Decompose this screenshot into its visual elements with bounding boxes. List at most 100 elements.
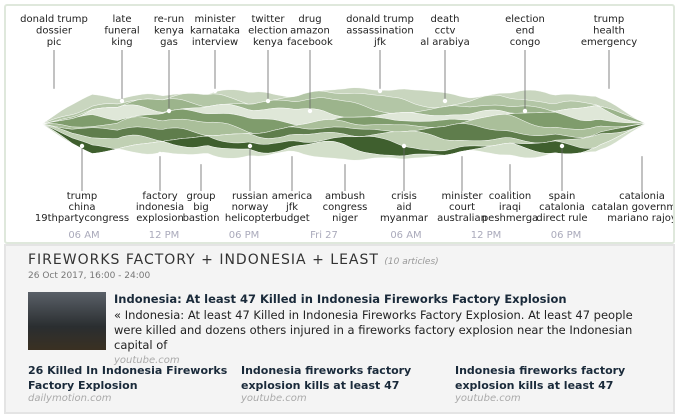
topic-label[interactable]: coalition <box>489 191 531 202</box>
leader-dot <box>308 109 312 113</box>
topic-label[interactable]: trump <box>594 14 624 25</box>
topic-label[interactable]: re-run <box>154 14 184 25</box>
topic-label[interactable]: indonesia <box>136 202 184 213</box>
topic-label[interactable]: kenya <box>154 26 184 37</box>
article-title[interactable]: 26 Killed In Indonesia Fireworks Factory… <box>28 363 233 393</box>
topic-label[interactable]: catalonia <box>619 191 665 202</box>
topic-label[interactable]: court <box>449 202 475 213</box>
topic-label[interactable]: spain <box>549 191 576 202</box>
panel-title: FIREWORKS FACTORY + INDONESIA + LEAST (1… <box>28 252 439 268</box>
topic-label[interactable]: donald trump <box>20 14 88 25</box>
topic-label[interactable]: twitter <box>252 14 286 25</box>
article: 26 Killed In Indonesia Fireworks Factory… <box>28 363 233 404</box>
topic-label[interactable]: jfk <box>285 202 298 213</box>
article-count: (10 articles) <box>384 257 438 267</box>
topic-label[interactable]: iraqi <box>499 202 521 213</box>
topic-label[interactable]: donald trump <box>346 14 414 25</box>
topic-label[interactable]: america <box>272 191 313 202</box>
topic-label[interactable]: trump <box>67 191 97 202</box>
topic-label[interactable]: big <box>193 202 208 213</box>
topic-label[interactable]: death <box>431 14 460 25</box>
topic-label[interactable]: china <box>68 202 95 213</box>
topic-label[interactable]: end <box>516 26 535 37</box>
topic-label[interactable]: funeral <box>104 26 139 37</box>
leader-dot <box>120 99 124 103</box>
topic-label[interactable]: election <box>248 26 288 37</box>
topic-label[interactable]: australian <box>437 213 487 224</box>
topic-label[interactable]: mariano rajoy <box>607 213 673 224</box>
source[interactable]: youtube.com <box>455 393 660 404</box>
topic-label[interactable]: helicopter <box>225 213 276 224</box>
topic-label[interactable]: norway <box>232 202 269 213</box>
topic-label[interactable]: crisis <box>391 191 417 202</box>
leader-dot <box>199 160 203 164</box>
article-panel: FIREWORKS FACTORY + INDONESIA + LEAST (1… <box>4 244 675 414</box>
topic-label[interactable]: minister <box>441 191 483 202</box>
topic-label[interactable]: jfk <box>373 37 386 48</box>
leader-dot <box>508 160 512 164</box>
time-label: Fri 27 <box>310 230 338 241</box>
leader-dot <box>460 152 464 156</box>
topic-label[interactable]: gas <box>160 37 178 48</box>
topic-label[interactable]: 19thpartycongress <box>35 213 129 224</box>
source[interactable]: dailymotion.com <box>28 393 233 404</box>
page: donald trumpdossierpiclatefuneralkingre-… <box>0 0 677 412</box>
leader-dot <box>443 99 447 103</box>
panel-date: 26 Oct 2017, 16:00 - 24:00 <box>28 271 150 281</box>
leader-dot <box>560 144 564 148</box>
article-title[interactable]: Indonesia fireworks factory explosion ki… <box>241 363 446 393</box>
topic-label[interactable]: factory <box>142 191 177 202</box>
topic-label[interactable]: health <box>593 26 625 37</box>
topic-label[interactable]: facebook <box>287 37 333 48</box>
topic-label[interactable]: assassination <box>346 26 414 37</box>
topic-label[interactable]: king <box>111 37 132 48</box>
topic-label[interactable]: catalan government <box>591 202 673 213</box>
topic-label[interactable]: congo <box>510 37 540 48</box>
topic-label[interactable]: amazon <box>290 26 330 37</box>
leader-dot <box>402 144 406 148</box>
time-label: 06 AM <box>68 230 99 241</box>
time-label: 06 PM <box>229 230 260 241</box>
topic-label[interactable]: cctv <box>435 26 456 37</box>
time-label: 12 PM <box>471 230 502 241</box>
topic-label[interactable]: congress <box>323 202 368 213</box>
topic-label[interactable]: election <box>505 14 545 25</box>
source[interactable]: youtube.com <box>241 393 446 404</box>
streamgraph: donald trumpdossierpiclatefuneralkingre-… <box>6 6 673 242</box>
topic-label[interactable]: budget <box>274 213 310 224</box>
topic-label[interactable]: interview <box>192 37 238 48</box>
topic-label[interactable]: catalonia <box>539 202 585 213</box>
leader-dot <box>607 89 611 93</box>
topic-label[interactable]: pic <box>47 37 62 48</box>
topic-label[interactable]: al arabiya <box>420 37 470 48</box>
leader-dot <box>290 152 294 156</box>
topic-label[interactable]: kenya <box>253 37 283 48</box>
leader-dot <box>266 99 270 103</box>
main-article-body: « Indonesia: At least 47 Killed in Indon… <box>114 308 654 368</box>
leader-dot <box>523 109 527 113</box>
topic-label[interactable]: ambush <box>325 191 365 202</box>
main-article-title[interactable]: Indonesia: At least 47 Killed in Indones… <box>114 292 567 306</box>
leader-dot <box>378 89 382 93</box>
topic-label[interactable]: karnataka <box>190 26 240 37</box>
article-title[interactable]: Indonesia fireworks factory explosion ki… <box>455 363 660 393</box>
time-label: 12 PM <box>149 230 180 241</box>
leader-dot <box>52 89 56 93</box>
topic-label[interactable]: group <box>186 191 215 202</box>
topic-label[interactable]: dossier <box>36 26 73 37</box>
topic-label[interactable]: minister <box>194 14 236 25</box>
thumbnail[interactable] <box>28 292 106 350</box>
topic-label[interactable]: emergency <box>581 37 637 48</box>
topic-label[interactable]: drug <box>298 14 321 25</box>
topic-label[interactable]: aid <box>396 202 411 213</box>
topic-label[interactable]: russian <box>232 191 268 202</box>
topic-label[interactable]: niger <box>332 213 359 224</box>
topic-label[interactable]: peshmerga <box>482 213 538 224</box>
topic-label[interactable]: explosion <box>136 213 184 224</box>
topic-label[interactable]: direct rule <box>536 213 587 224</box>
leader-dot <box>640 152 644 156</box>
topic-label[interactable]: late <box>113 14 132 25</box>
topic-label[interactable]: myanmar <box>380 213 429 224</box>
topic-label[interactable]: bastion <box>183 213 220 224</box>
